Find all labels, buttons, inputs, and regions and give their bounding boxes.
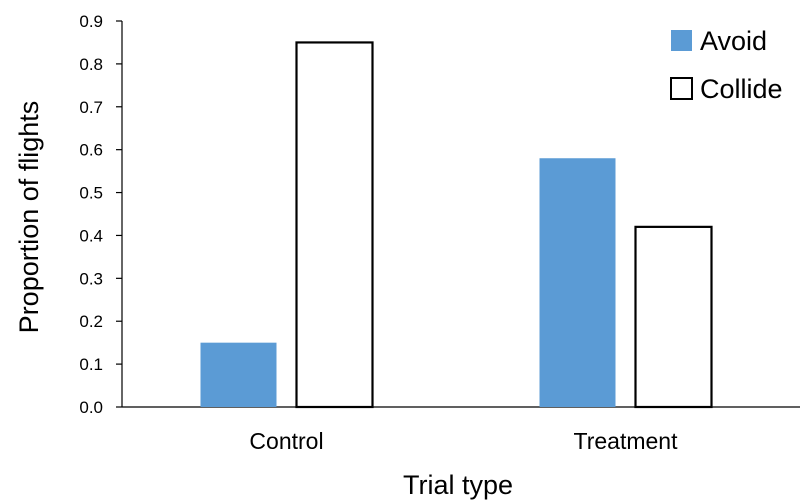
- bar-collide-treatment: [634, 225, 713, 409]
- y-tick-label: 0.0: [79, 398, 103, 417]
- x-category-label: Control: [249, 428, 323, 454]
- legend-label-avoid: Avoid: [700, 26, 767, 56]
- bar-avoid-treatment: [539, 158, 616, 407]
- legend: Avoid Collide: [670, 26, 783, 104]
- bars: [200, 41, 713, 409]
- y-tick-label: 0.4: [79, 226, 103, 245]
- y-tick-label: 0.9: [79, 12, 103, 31]
- legend-label-collide: Collide: [700, 74, 783, 104]
- x-axis-title: Trial type: [403, 470, 513, 500]
- x-axis: Control Treatment: [122, 406, 800, 454]
- y-tick-label: 0.7: [79, 98, 103, 117]
- y-tick-label: 0.6: [79, 141, 103, 160]
- y-tick-label: 0.8: [79, 55, 103, 74]
- legend-swatch-avoid: [671, 30, 692, 51]
- y-tick-label: 0.3: [79, 269, 103, 288]
- legend-swatch-collide: [670, 77, 693, 100]
- y-axis-title: Proportion of flights: [14, 101, 44, 334]
- y-tick-label: 0.2: [79, 312, 103, 331]
- y-axis: 0.0 0.1 0.2 0.3 0.4 0.5 0.6 0.7 0.8 0.9: [79, 12, 123, 417]
- bar-collide-control: [295, 41, 374, 409]
- y-tick-label: 0.5: [79, 184, 103, 203]
- y-tick-label: 0.1: [79, 355, 103, 374]
- x-category-label: Treatment: [574, 428, 679, 454]
- bar-avoid-control: [200, 342, 277, 407]
